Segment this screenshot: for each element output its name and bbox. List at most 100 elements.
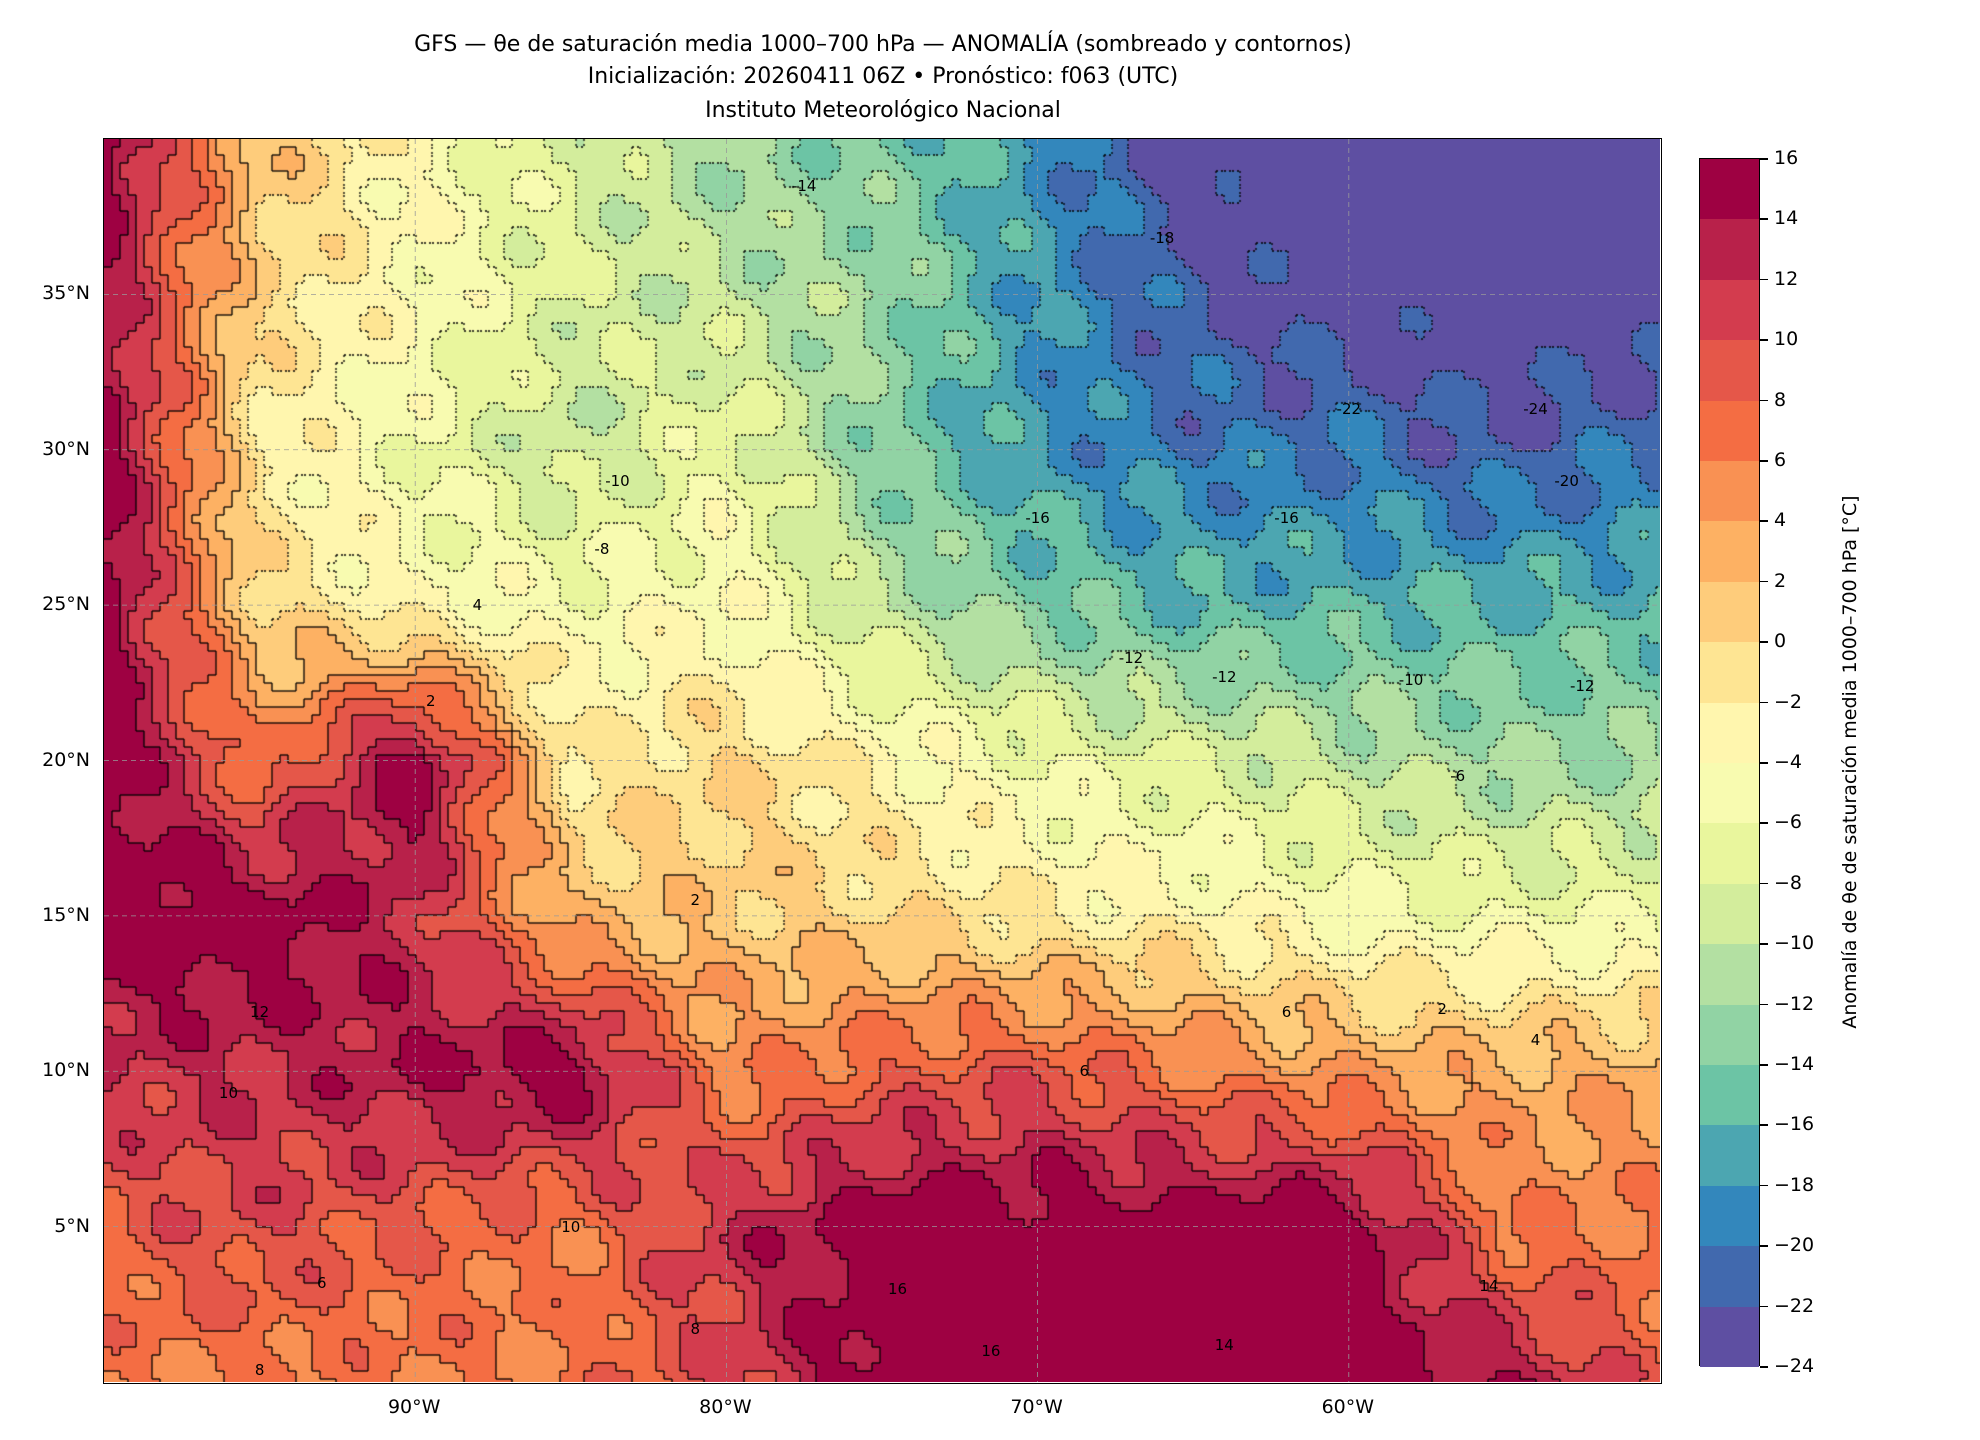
colorbar-tick-mark bbox=[1760, 822, 1768, 824]
colorbar-tick-mark bbox=[1760, 882, 1768, 885]
colorbar-tick-label: −16 bbox=[1774, 1113, 1815, 1136]
colorbar-band bbox=[1700, 1004, 1759, 1066]
colorbar-tick-mark bbox=[1760, 1366, 1768, 1368]
y-tick-label: 10°N bbox=[42, 1059, 90, 1082]
colorbar-band bbox=[1700, 159, 1759, 220]
y-tick-label: 20°N bbox=[42, 748, 90, 771]
colorbar-band bbox=[1700, 1246, 1759, 1308]
colorbar-band bbox=[1700, 642, 1759, 704]
contour-label: -16 bbox=[1274, 509, 1299, 528]
chart-title: GFS — θe de saturación media 1000–700 hP… bbox=[414, 32, 1352, 57]
colorbar-tick-label: 10 bbox=[1774, 328, 1799, 351]
colorbar-band bbox=[1700, 400, 1759, 462]
colorbar-tick-mark bbox=[1760, 158, 1768, 160]
colorbar-tick-label: 8 bbox=[1774, 388, 1787, 411]
colorbar-tick-label: 0 bbox=[1774, 630, 1787, 653]
contour-label: 4 bbox=[1530, 1031, 1541, 1050]
contour-label: 14 bbox=[1479, 1276, 1499, 1295]
colorbar-tick-mark bbox=[1760, 762, 1768, 764]
colorbar-tick-mark bbox=[1760, 1305, 1768, 1308]
contour-label: 8 bbox=[254, 1360, 265, 1379]
chart-subtitle-init: Inicialización: 20260411 06Z • Pronóstic… bbox=[587, 64, 1179, 89]
colorbar-label: Anomalía de θe de saturación media 1000–… bbox=[1839, 495, 1861, 1029]
colorbar-tick-label: −20 bbox=[1774, 1234, 1815, 1257]
colorbar-tick-mark bbox=[1760, 1184, 1768, 1187]
contour-label: -8 bbox=[594, 540, 610, 559]
colorbar-band bbox=[1700, 1125, 1759, 1187]
contour-label: 12 bbox=[250, 1003, 270, 1022]
contour-label: -14 bbox=[791, 176, 817, 195]
colorbar-band bbox=[1700, 1065, 1759, 1126]
colorbar-tick-label: −12 bbox=[1774, 992, 1815, 1015]
contour-label: 2 bbox=[690, 891, 701, 910]
y-tick-label: 5°N bbox=[54, 1214, 90, 1237]
colorbar-band bbox=[1700, 461, 1759, 522]
colorbar-band bbox=[1700, 944, 1759, 1006]
colorbar-tick-mark bbox=[1760, 580, 1768, 583]
colorbar-tick-mark bbox=[1760, 520, 1768, 522]
x-tick-label: 90°W bbox=[387, 1396, 441, 1418]
x-tick-label: 80°W bbox=[699, 1396, 752, 1418]
colorbar-tick-label: −10 bbox=[1774, 932, 1815, 955]
y-tick-label: 30°N bbox=[42, 437, 90, 460]
colorbar-tick-label: 14 bbox=[1774, 207, 1799, 230]
y-tick-label: 25°N bbox=[42, 593, 90, 616]
colorbar-tick-mark bbox=[1760, 1245, 1768, 1247]
colorbar-tick-label: −2 bbox=[1774, 690, 1803, 713]
contour-label: 6 bbox=[1281, 1003, 1292, 1022]
x-tick-label: 60°W bbox=[1321, 1396, 1375, 1418]
colorbar-tick-mark bbox=[1760, 1064, 1768, 1066]
colorbar-tick-mark bbox=[1760, 218, 1768, 220]
colorbar-band bbox=[1700, 823, 1759, 885]
colorbar-band bbox=[1700, 763, 1759, 824]
contour-label: 16 bbox=[981, 1341, 1001, 1360]
y-tick-label: 15°N bbox=[42, 903, 90, 926]
contour-label: 6 bbox=[317, 1273, 327, 1292]
map-plot-area: -14 -18 -22 -24 -20 -16 -16 -10 -8 -12 -12 -10 -12 -6… bbox=[103, 138, 1662, 1384]
contour-label: 2 bbox=[425, 692, 436, 711]
chart-subtitle-institute: Instituto Meteorológico Nacional bbox=[705, 98, 1061, 123]
colorbar-tick-label: 6 bbox=[1774, 449, 1787, 471]
colorbar-tick-mark bbox=[1760, 460, 1768, 462]
contour-label: 14 bbox=[1214, 1335, 1234, 1354]
x-tick-label: 70°W bbox=[1010, 1396, 1063, 1418]
colorbar-tick-mark bbox=[1760, 278, 1768, 281]
colorbar bbox=[1699, 158, 1760, 1368]
colorbar-tick-label: −14 bbox=[1774, 1053, 1815, 1075]
colorbar-tick-mark bbox=[1760, 943, 1768, 945]
contour-label: -24 bbox=[1523, 400, 1548, 419]
contour-label: -16 bbox=[1025, 509, 1050, 528]
colorbar-band bbox=[1700, 702, 1759, 764]
colorbar-band bbox=[1700, 340, 1759, 402]
colorbar-tick-mark bbox=[1760, 1124, 1768, 1126]
colorbar-tick-label: −22 bbox=[1774, 1294, 1815, 1317]
contour-label: -18 bbox=[1149, 229, 1175, 248]
contour-label: 6 bbox=[1079, 1062, 1090, 1081]
colorbar-tick-mark bbox=[1760, 339, 1768, 341]
colorbar-tick-label: −18 bbox=[1774, 1173, 1815, 1196]
colorbar-tick-mark bbox=[1760, 701, 1768, 704]
gridlines-layer bbox=[104, 139, 1660, 1382]
contour-label: 2 bbox=[1437, 1000, 1447, 1019]
colorbar-tick-label: −6 bbox=[1774, 811, 1803, 834]
colorbar-band bbox=[1700, 581, 1759, 643]
colorbar-band bbox=[1700, 521, 1759, 583]
contour-label: -6 bbox=[1450, 767, 1466, 786]
contour-label: 10 bbox=[561, 1217, 581, 1236]
contour-label: 10 bbox=[218, 1084, 239, 1102]
contour-label: -12 bbox=[1569, 676, 1595, 695]
contour-label: 4 bbox=[472, 596, 483, 615]
colorbar-tick-label: 2 bbox=[1774, 569, 1787, 592]
y-tick-label: 35°N bbox=[42, 282, 90, 305]
colorbar-tick-label: −8 bbox=[1774, 871, 1803, 894]
colorbar-tick-label: −4 bbox=[1774, 751, 1803, 773]
contour-label: 16 bbox=[888, 1279, 908, 1298]
contour-label: -10 bbox=[1398, 670, 1424, 689]
contour-label: -20 bbox=[1554, 471, 1579, 490]
colorbar-tick-label: −24 bbox=[1774, 1355, 1815, 1377]
contour-label: 8 bbox=[690, 1320, 701, 1339]
contour-label: -12 bbox=[1118, 648, 1144, 667]
colorbar-band bbox=[1700, 883, 1759, 945]
colorbar-tick-label: 16 bbox=[1774, 147, 1799, 169]
colorbar-band bbox=[1700, 1306, 1759, 1368]
